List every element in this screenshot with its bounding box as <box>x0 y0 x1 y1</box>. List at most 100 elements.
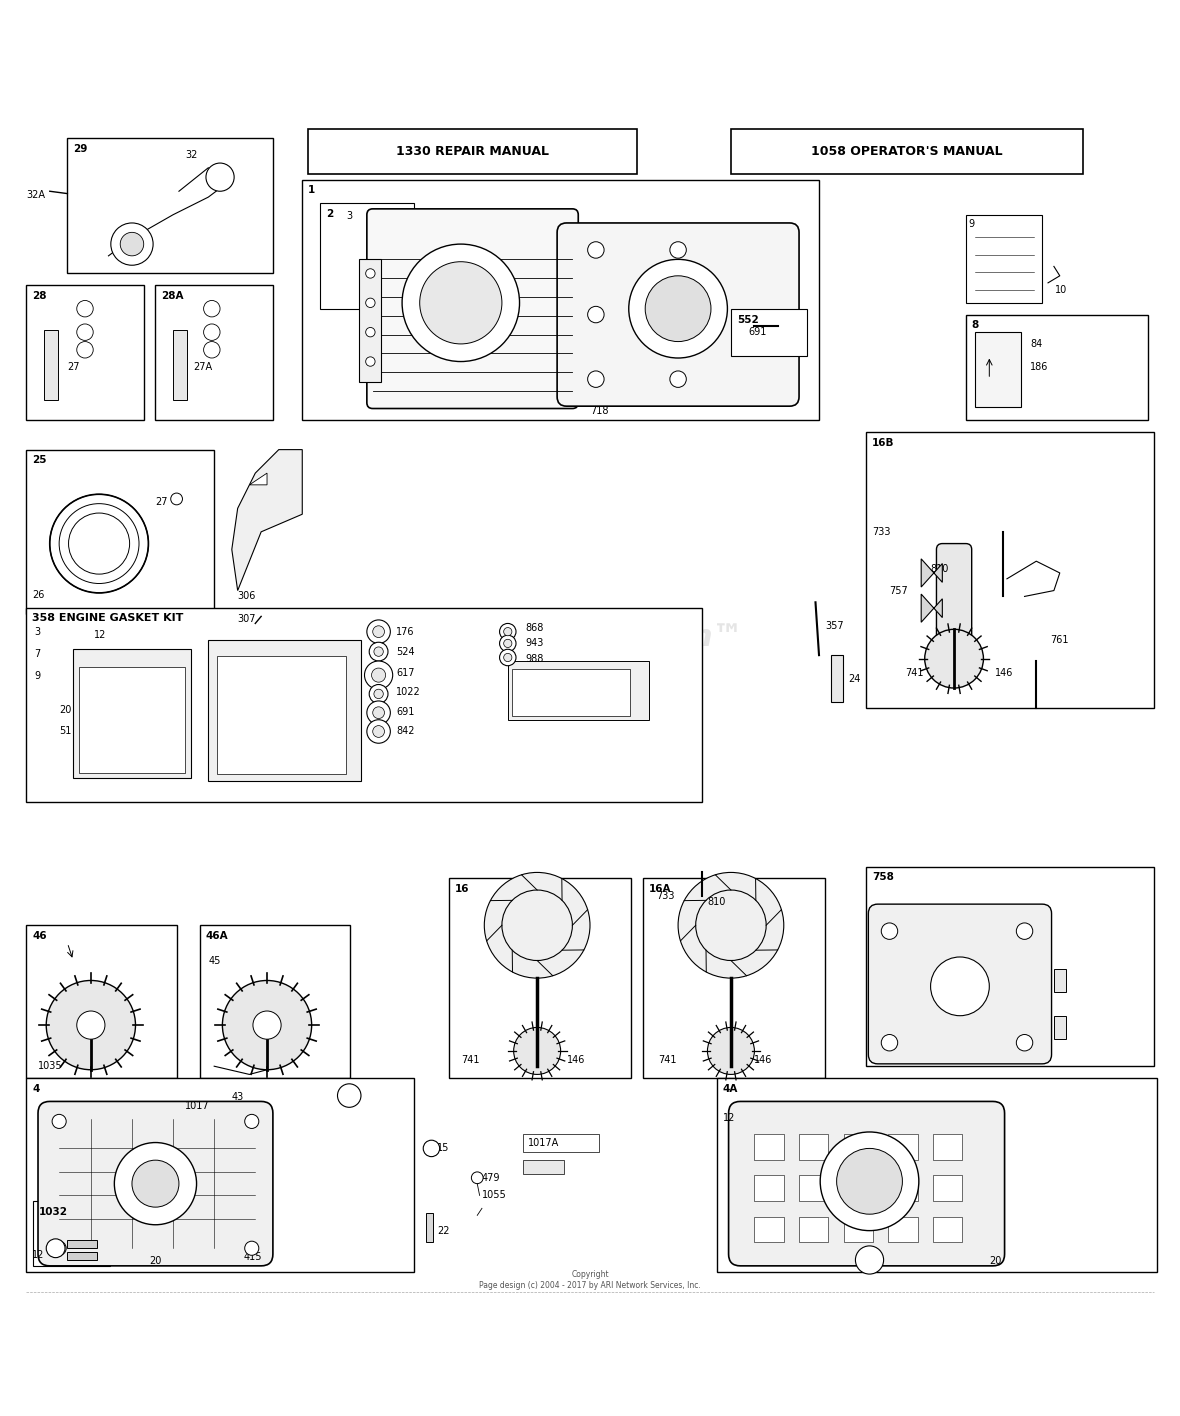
Circle shape <box>670 242 687 258</box>
Text: 16: 16 <box>455 884 470 893</box>
Bar <box>866 432 1154 708</box>
Text: 2: 2 <box>326 210 333 219</box>
Circle shape <box>77 1011 105 1039</box>
Bar <box>831 656 843 702</box>
Bar <box>33 1201 110 1266</box>
Text: 691: 691 <box>748 327 767 337</box>
Text: 842: 842 <box>396 726 414 736</box>
Circle shape <box>513 1028 560 1075</box>
Text: 28A: 28A <box>162 292 184 302</box>
Circle shape <box>645 276 712 341</box>
Bar <box>844 1175 873 1201</box>
Text: 988: 988 <box>525 654 544 664</box>
Text: 12: 12 <box>32 1250 45 1260</box>
Bar <box>26 925 177 1078</box>
Circle shape <box>366 269 375 278</box>
Text: 27: 27 <box>67 362 80 372</box>
Text: 307: 307 <box>237 615 256 624</box>
Bar <box>933 1134 963 1160</box>
Text: 146: 146 <box>995 668 1014 678</box>
Bar <box>754 1134 784 1160</box>
Circle shape <box>837 1148 903 1214</box>
Circle shape <box>46 980 136 1069</box>
Text: 479: 479 <box>481 1172 500 1182</box>
Bar <box>209 640 361 780</box>
Text: 617: 617 <box>396 668 414 678</box>
FancyBboxPatch shape <box>359 259 381 381</box>
Circle shape <box>366 327 375 337</box>
Text: 27A: 27A <box>194 362 212 372</box>
Bar <box>26 450 215 615</box>
Circle shape <box>206 163 234 191</box>
Circle shape <box>504 627 512 636</box>
Bar <box>1054 1015 1066 1039</box>
Polygon shape <box>922 559 943 588</box>
Bar <box>320 202 414 309</box>
Bar <box>173 330 188 401</box>
Text: 741: 741 <box>461 1055 479 1065</box>
Bar <box>754 1175 784 1201</box>
Circle shape <box>502 891 572 960</box>
Bar <box>643 878 825 1078</box>
Circle shape <box>111 222 153 265</box>
FancyBboxPatch shape <box>937 544 971 667</box>
Circle shape <box>820 1131 919 1231</box>
Text: 357: 357 <box>825 620 844 630</box>
Bar <box>308 129 637 174</box>
Bar <box>716 1078 1158 1272</box>
Text: 1: 1 <box>308 185 315 195</box>
Text: 757: 757 <box>890 586 909 596</box>
Text: 3: 3 <box>34 627 40 637</box>
FancyBboxPatch shape <box>975 333 1021 408</box>
Circle shape <box>708 1028 754 1075</box>
Text: 186: 186 <box>1030 362 1049 372</box>
Circle shape <box>499 636 516 651</box>
Circle shape <box>52 1242 66 1256</box>
Text: 1035: 1035 <box>38 1061 63 1072</box>
Text: 146: 146 <box>754 1055 773 1065</box>
Text: 943: 943 <box>525 639 544 649</box>
Text: 1058 OPERATOR'S MANUAL: 1058 OPERATOR'S MANUAL <box>812 144 1003 157</box>
FancyBboxPatch shape <box>38 1102 273 1266</box>
Bar <box>302 180 819 421</box>
Bar <box>844 1216 873 1242</box>
Text: 7: 7 <box>34 649 41 658</box>
Circle shape <box>374 690 384 698</box>
Text: Copyright
Page design (c) 2004 - 2017 by ARI Network Services, Inc.: Copyright Page design (c) 2004 - 2017 by… <box>479 1270 701 1290</box>
Text: 32: 32 <box>185 150 197 160</box>
Text: 1055: 1055 <box>481 1191 506 1201</box>
Circle shape <box>132 1160 179 1206</box>
Bar <box>67 1252 97 1260</box>
Text: 1330 REPAIR MANUAL: 1330 REPAIR MANUAL <box>396 144 549 157</box>
Circle shape <box>588 306 604 323</box>
Bar <box>933 1175 963 1201</box>
Text: 733: 733 <box>872 527 891 537</box>
Text: 9: 9 <box>34 671 40 681</box>
Text: 9: 9 <box>968 219 975 229</box>
Circle shape <box>120 232 144 256</box>
Bar <box>44 330 58 401</box>
Text: 16B: 16B <box>872 438 894 447</box>
Circle shape <box>365 661 393 690</box>
Text: 691: 691 <box>396 707 414 716</box>
Text: 733: 733 <box>656 891 674 901</box>
Text: 759: 759 <box>1001 1003 1020 1012</box>
Text: 8: 8 <box>971 320 979 330</box>
Circle shape <box>373 626 385 637</box>
Polygon shape <box>231 450 302 590</box>
Text: 176: 176 <box>396 627 414 637</box>
Text: 524: 524 <box>396 647 415 657</box>
Circle shape <box>856 1246 884 1274</box>
Circle shape <box>499 623 516 640</box>
Text: 45: 45 <box>209 956 221 966</box>
Circle shape <box>373 725 385 738</box>
Bar <box>799 1134 828 1160</box>
Circle shape <box>678 872 784 978</box>
Bar <box>201 925 350 1078</box>
Text: 3: 3 <box>346 211 353 221</box>
Bar <box>965 314 1148 421</box>
Circle shape <box>420 262 502 344</box>
Circle shape <box>337 1083 361 1107</box>
Text: 1032: 1032 <box>39 1206 68 1218</box>
Circle shape <box>670 306 687 323</box>
